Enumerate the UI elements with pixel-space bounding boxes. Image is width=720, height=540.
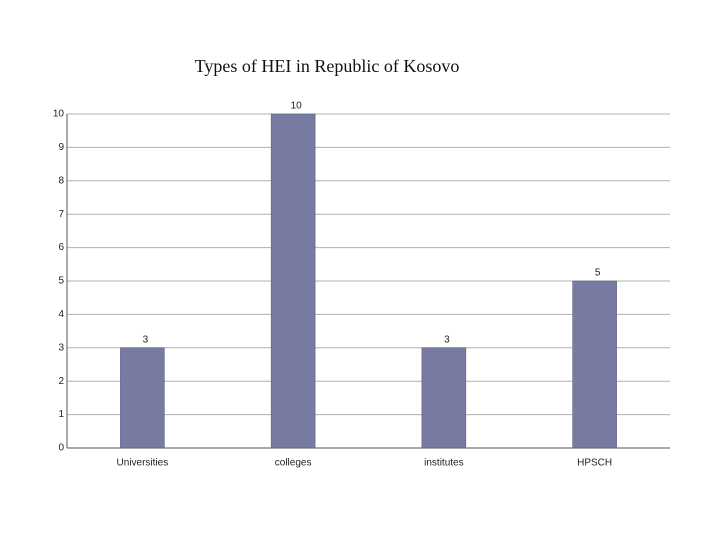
bar — [120, 347, 165, 449]
y-tick-label: 4 — [58, 309, 64, 320]
y-tick-label: 2 — [58, 376, 64, 387]
bar — [270, 113, 316, 449]
x-tick-label: HPSCH — [577, 458, 612, 469]
chart-title: Types of HEI in Republic of Kosovo — [195, 56, 460, 76]
y-tick-label: 9 — [58, 142, 64, 153]
bar — [572, 280, 617, 449]
x-tick-label: institutes — [424, 458, 463, 469]
y-tick-label: 10 — [53, 109, 65, 120]
y-tick-label: 0 — [58, 443, 64, 454]
x-tick-label: colleges — [275, 458, 312, 469]
y-tick-label: 6 — [58, 242, 64, 253]
data-label: 5 — [595, 268, 601, 279]
y-tick-label: 8 — [58, 175, 64, 186]
data-label: 3 — [444, 334, 450, 345]
bar — [421, 347, 467, 449]
data-label: 10 — [291, 101, 303, 112]
data-label: 3 — [143, 334, 149, 345]
x-tick-label: Universities — [117, 458, 169, 469]
y-tick-label: 5 — [58, 276, 64, 287]
y-tick-label: 3 — [58, 342, 64, 353]
y-tick-label: 7 — [58, 209, 64, 220]
y-tick-label: 1 — [58, 409, 64, 420]
